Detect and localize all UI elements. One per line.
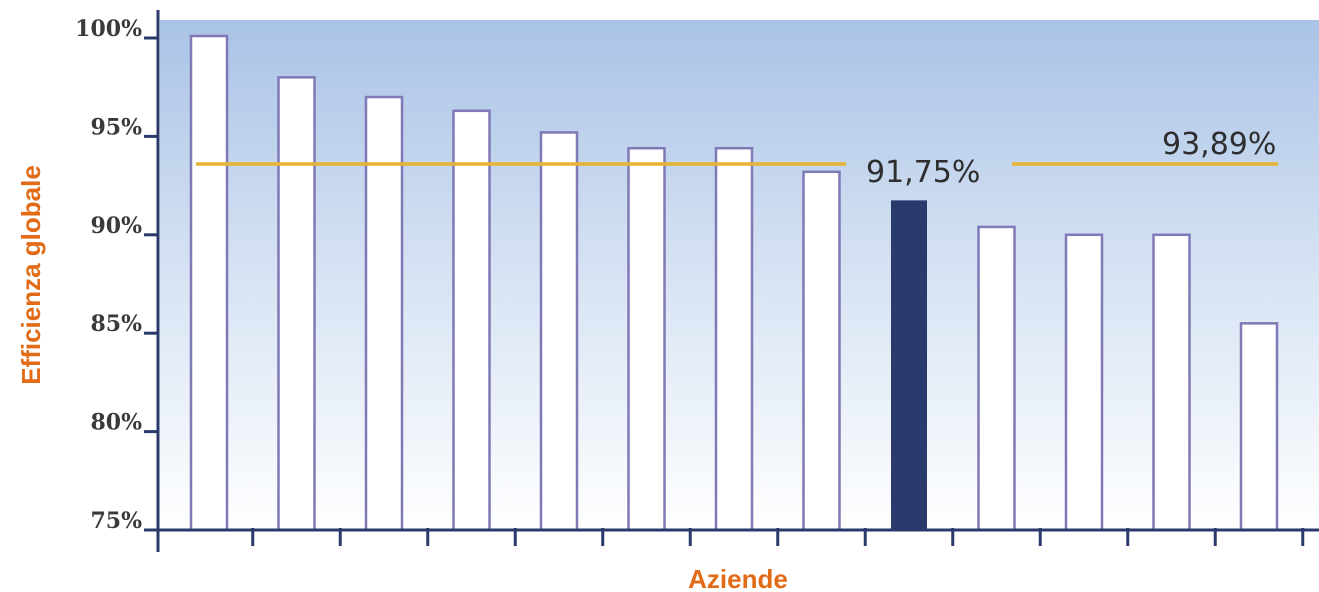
highlight-value-label: 91,75% [866, 155, 980, 190]
bar [627, 146, 666, 532]
y-tick-labels: 100% 95% 90% 85% 80% 75% [75, 16, 142, 534]
y-tick-label: 90% [90, 213, 142, 239]
y-tick-label: 80% [90, 410, 142, 436]
bar [452, 109, 491, 532]
bar [1064, 233, 1104, 532]
bar [1239, 322, 1279, 532]
y-axis-title: Efficienza globale [16, 165, 46, 385]
y-tick-label: 100% [75, 16, 142, 42]
bar [977, 225, 1016, 532]
bar [539, 131, 579, 532]
bar [277, 76, 316, 532]
reference-value-label: 93,89% [1162, 127, 1276, 162]
y-tick-label: 85% [90, 311, 142, 337]
y-tick-label: 95% [90, 114, 142, 140]
x-axis-title: Aziende [688, 564, 788, 592]
bar-highlight [891, 200, 927, 531]
bar [802, 170, 841, 532]
bar [1152, 233, 1191, 532]
bar [364, 95, 404, 532]
bar [189, 34, 229, 532]
bar [714, 146, 754, 532]
axes [144, 10, 1319, 552]
y-tick-label: 75% [90, 508, 142, 534]
bars [189, 34, 1279, 532]
